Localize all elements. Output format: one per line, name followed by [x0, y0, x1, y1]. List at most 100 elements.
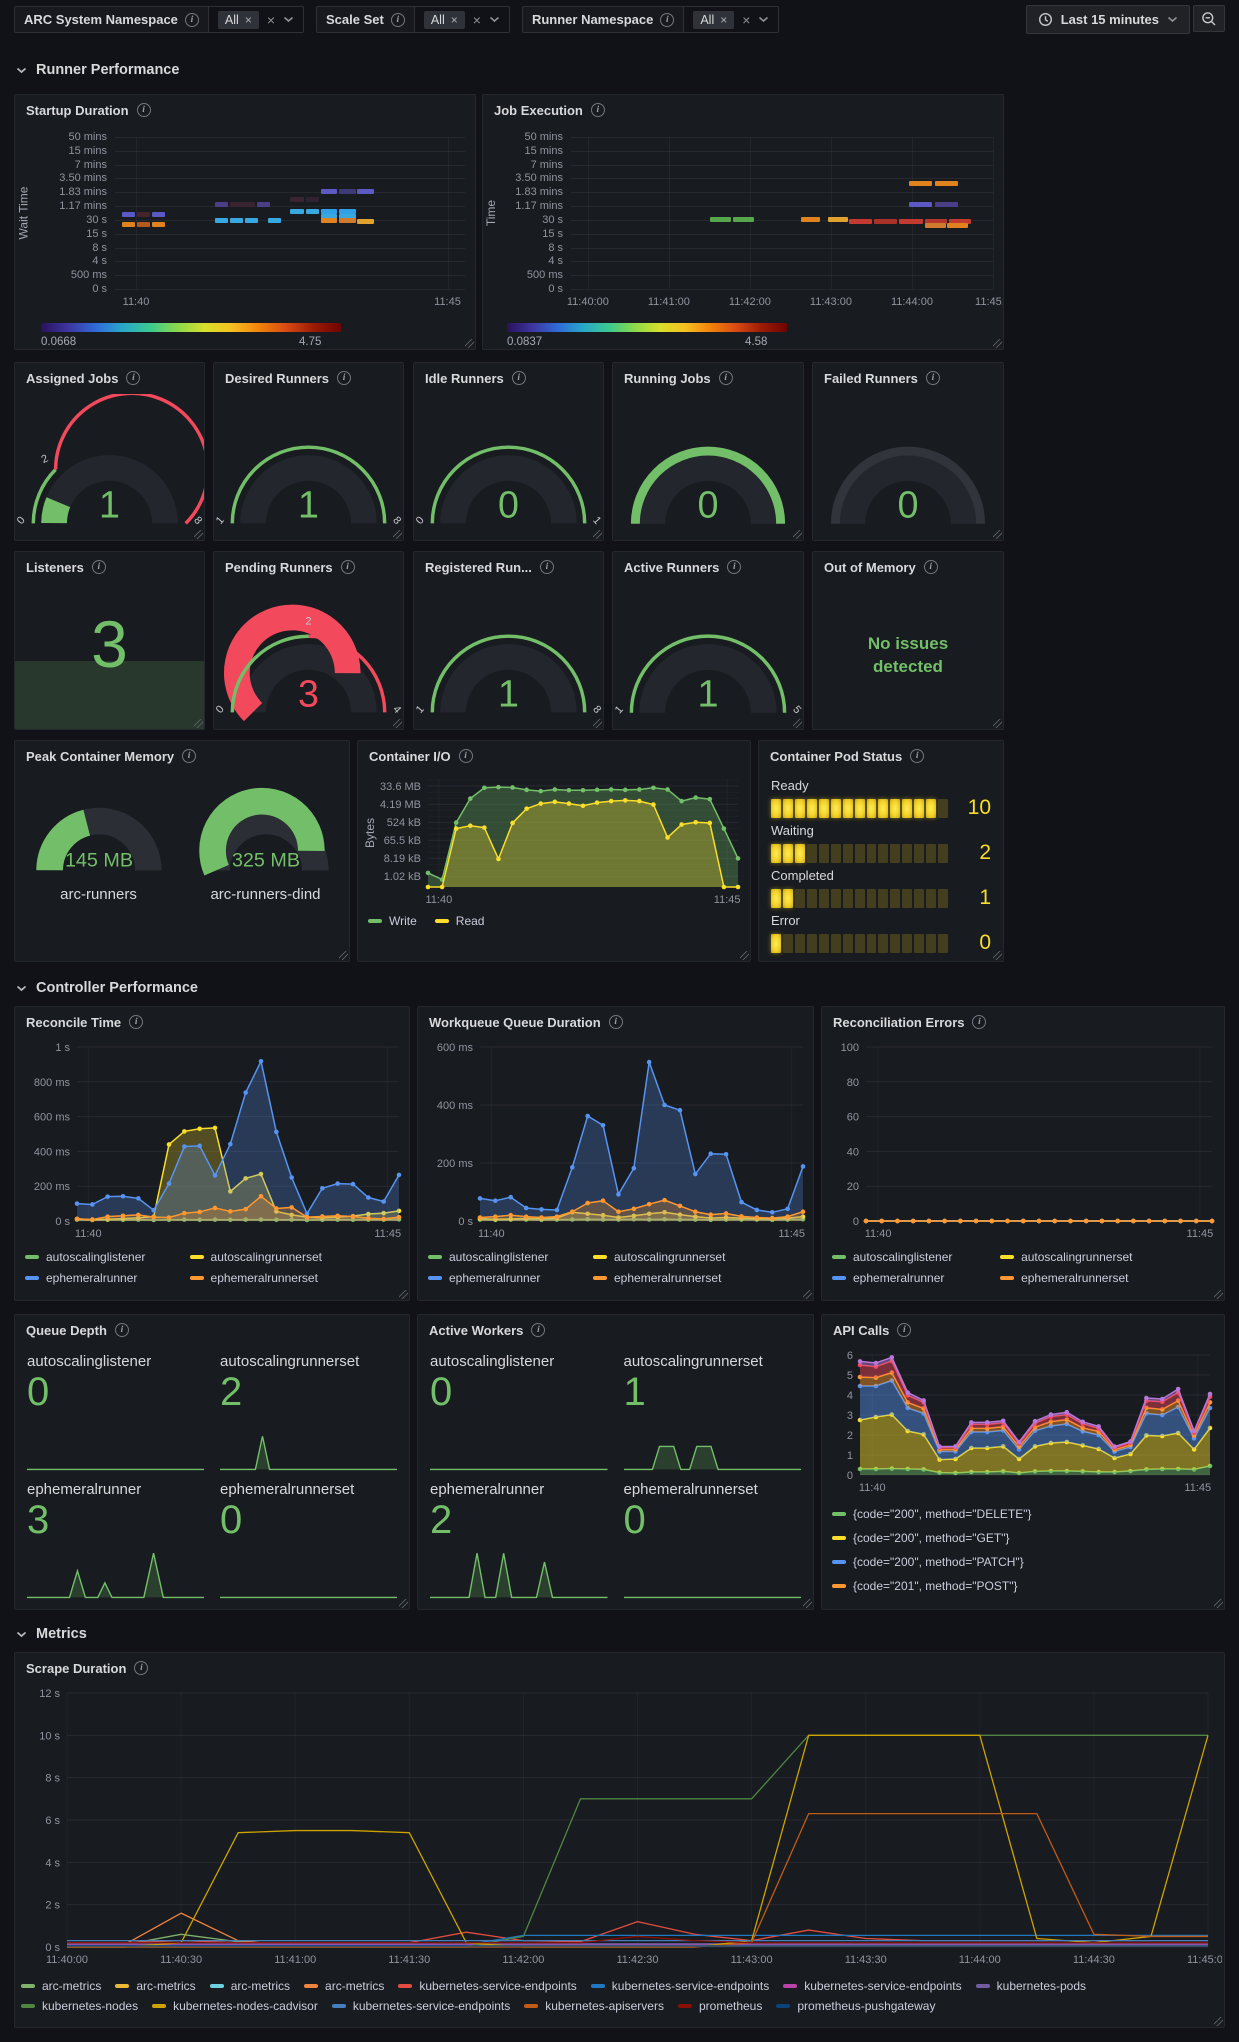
info-icon[interactable] — [129, 1015, 144, 1029]
heatmap-cell[interactable] — [948, 219, 971, 225]
legend-item[interactable]: arc-metrics — [209, 1979, 290, 1993]
legend-item[interactable]: autoscalingrunnerset — [189, 1250, 355, 1264]
filter-value-box[interactable]: All × × — [684, 6, 780, 33]
heatmap-cell[interactable] — [924, 219, 947, 225]
zoom-out-button[interactable] — [1193, 5, 1225, 32]
clear-filter-icon[interactable]: × — [472, 11, 481, 28]
filter-value-chip[interactable]: All × — [217, 10, 259, 29]
legend-item[interactable]: arc-metrics — [21, 1979, 101, 1993]
heatmap-cell[interactable] — [290, 196, 304, 202]
legend-item[interactable]: arc-metrics — [304, 1979, 384, 1993]
panel-title[interactable]: Out of Memory — [824, 559, 916, 575]
legend-item[interactable]: autoscalinglistener — [428, 1250, 593, 1264]
info-icon[interactable] — [531, 1323, 546, 1337]
panel-title[interactable]: Container I/O — [369, 748, 451, 764]
panel-title[interactable]: Pending Runners — [225, 559, 333, 575]
panel-title[interactable]: Reconciliation Errors — [833, 1014, 965, 1030]
info-icon[interactable] — [660, 12, 675, 27]
reconciliation-errors-chart[interactable]: 0 20 40 60 80 100 11:40 11:45 autoscalinglistene… — [822, 1037, 1224, 1300]
legend-item[interactable]: ephemeralrunner — [832, 1271, 1000, 1285]
heatmap-cell[interactable] — [848, 219, 873, 225]
legend-item[interactable]: kubernetes-service-endpoints — [331, 1999, 510, 2013]
info-icon[interactable] — [718, 371, 733, 385]
legend-item[interactable]: Read — [434, 914, 484, 928]
chevron-down-icon[interactable] — [283, 16, 294, 23]
heatmap-cell[interactable] — [305, 196, 320, 202]
heatmap-cell[interactable] — [899, 219, 923, 225]
legend-item[interactable]: {code="200", method="DELETE"} — [832, 1507, 1196, 1521]
heatmap-cell[interactable] — [710, 217, 732, 223]
filter-value-box[interactable]: All × × — [208, 6, 305, 33]
chart-plot[interactable]: 0 20 40 60 80 100 11:40 11:45 — [826, 1037, 1222, 1243]
heatmap-cell[interactable] — [339, 209, 356, 215]
workqueue-duration-chart[interactable]: 0 s 200 ms 400 ms 600 ms 11:40 11:45 autoscali… — [418, 1037, 813, 1300]
info-icon[interactable] — [126, 371, 141, 385]
chart-plot[interactable]: 0 s 200 ms 400 ms 600 ms 11:40 11:45 — [422, 1037, 811, 1243]
heatmap-cell[interactable] — [357, 218, 374, 224]
info-icon[interactable] — [910, 749, 925, 763]
legend-item[interactable]: kubernetes-apiservers — [524, 1999, 664, 2013]
heatmap-cell[interactable] — [357, 189, 374, 195]
heatmap-cell[interactable] — [339, 189, 356, 195]
legend-item[interactable]: autoscalingrunnerset — [593, 1250, 758, 1264]
remove-value-icon[interactable]: × — [450, 12, 458, 27]
info-icon[interactable] — [458, 749, 473, 763]
info-icon[interactable] — [182, 749, 197, 763]
heatmap-cell[interactable] — [828, 216, 848, 222]
panel-title[interactable]: Peak Container Memory — [26, 748, 175, 764]
filter-value-chip[interactable]: All × — [423, 10, 465, 29]
panel-title[interactable]: Queue Depth — [26, 1322, 107, 1338]
legend-item[interactable]: kubernetes-pods — [975, 1979, 1086, 1993]
legend-item[interactable]: {code="201", method="POST"} — [832, 1579, 1196, 1593]
chart-plot[interactable]: 0 s 200 ms 400 ms 600 ms 800 ms 1 s 11:40 11:45 — [19, 1037, 407, 1243]
info-icon[interactable] — [727, 560, 742, 574]
panel-title[interactable]: Reconcile Time — [26, 1014, 122, 1030]
legend-item[interactable]: kubernetes-nodes — [21, 1999, 138, 2013]
section-runner-performance[interactable]: Runner Performance — [16, 60, 179, 80]
legend-item[interactable]: kubernetes-service-endpoints — [783, 1979, 962, 1993]
info-icon[interactable] — [114, 1323, 129, 1337]
panel-title[interactable]: Running Jobs — [624, 370, 711, 386]
legend-item[interactable]: Write — [368, 914, 417, 928]
container-io-chart[interactable]: 33.6 MB 4.19 MB 524 kB 65.5 kB 8.19 kB 1.02 k… — [358, 771, 750, 961]
heatmap-cell[interactable] — [733, 217, 754, 223]
legend-item[interactable]: kubernetes-service-endpoints — [398, 1979, 577, 1993]
heatmap-cell[interactable] — [229, 218, 243, 224]
legend-item[interactable]: prometheus — [677, 1999, 762, 2013]
heatmap-cell[interactable] — [244, 218, 258, 224]
legend-item[interactable]: {code="200", method="GET"} — [832, 1531, 1196, 1545]
chart-plot[interactable]: 0 s 2 s 4 s 6 s 8 s 10 s 12 s 11:40:00 11:40:30 1… — [19, 1683, 1222, 1971]
info-icon[interactable] — [511, 371, 526, 385]
heatmap-cell[interactable] — [339, 218, 356, 224]
panel-title[interactable]: Failed Runners — [824, 370, 918, 386]
panel-title[interactable]: Desired Runners — [225, 370, 330, 386]
filter-value-chip[interactable]: All × — [693, 10, 735, 29]
heatmap-cell[interactable] — [137, 211, 151, 217]
panel-title[interactable]: Startup Duration — [26, 102, 129, 118]
section-metrics[interactable]: Metrics — [16, 1624, 87, 1644]
panel-title[interactable]: Active Workers — [429, 1322, 524, 1338]
info-icon[interactable] — [390, 12, 405, 27]
legend-item[interactable]: kubernetes-nodes-cadvisor — [152, 1999, 318, 2013]
info-icon[interactable] — [184, 12, 199, 27]
legend-item[interactable]: prometheus-pushgateway — [776, 1999, 935, 2013]
heatmap-cell[interactable] — [256, 202, 270, 208]
heatmap-cell[interactable] — [229, 202, 256, 208]
heatmap-cell[interactable] — [152, 211, 166, 217]
legend-item[interactable]: kubernetes-service-endpoints — [590, 1979, 769, 1993]
heatmap-cell[interactable] — [320, 209, 338, 215]
legend-item[interactable]: ephemeralrunnerset — [1000, 1271, 1168, 1285]
panel-title[interactable]: Assigned Jobs — [26, 370, 119, 386]
panel-title[interactable]: Scrape Duration — [26, 1660, 127, 1676]
info-icon[interactable] — [340, 560, 355, 574]
legend-item[interactable]: arc-metrics — [115, 1979, 196, 1993]
panel-title[interactable]: Workqueue Queue Duration — [429, 1014, 601, 1030]
info-icon[interactable] — [925, 371, 940, 385]
startup-duration-heatmap[interactable]: Wait Time 50 mins 15 mins 7 mins 3.50 mins 1.… — [15, 125, 475, 349]
heatmap-cell[interactable] — [947, 223, 969, 229]
legend-item[interactable]: autoscalinglistener — [25, 1250, 190, 1264]
clear-filter-icon[interactable]: × — [742, 11, 751, 28]
heatmap-cell[interactable] — [268, 218, 282, 224]
heatmap-cell[interactable] — [122, 211, 135, 217]
heatmap-cell[interactable] — [320, 213, 338, 219]
